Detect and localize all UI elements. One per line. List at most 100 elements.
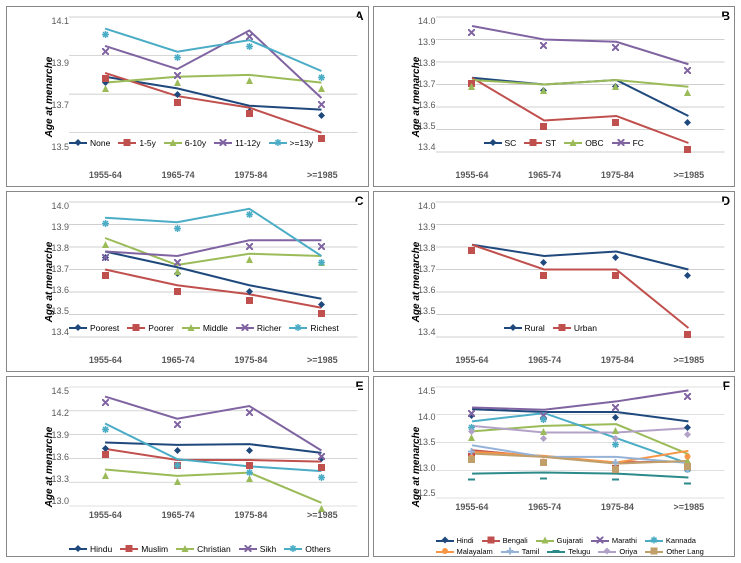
x-ticks: 1955-641965-741975-84>=1985 [69, 355, 358, 365]
legend-item: Oriya [598, 547, 637, 556]
legend-label: Christian [197, 544, 231, 554]
legend-item: Kannada [645, 536, 696, 545]
panel-D: DAge at menarche14.013.913.813.713.613.5… [373, 191, 736, 372]
legend-item: Richer [236, 323, 282, 333]
series-line [472, 26, 688, 64]
marker-x [468, 23, 475, 30]
legend-label: 11-12y [235, 138, 260, 148]
legend-label: Richest [310, 323, 338, 333]
legend-label: Poorer [148, 323, 174, 333]
legend: None 1-5y 6-10y 11-12y >=13y [69, 138, 358, 148]
marker-diamond [318, 295, 325, 302]
series-line [472, 390, 688, 409]
legend-label: Oriya [619, 547, 637, 556]
x-ticks: 1955-641965-741975-84>=1985 [436, 170, 725, 180]
marker-x [102, 393, 109, 400]
marker-star [102, 420, 109, 427]
marker-plus [468, 442, 475, 449]
legend-label: Malayalam [457, 547, 493, 556]
marker-x [684, 387, 691, 394]
series-line [472, 426, 688, 433]
legend-label: Marathi [612, 536, 637, 545]
marker-triangle [612, 421, 619, 428]
marker-x [684, 61, 691, 68]
marker-x [246, 27, 253, 34]
legend-item: Malayalam [436, 547, 493, 556]
marker-star [174, 456, 181, 463]
series-line [105, 238, 321, 265]
marker-star [102, 214, 109, 221]
marker-diamond [684, 266, 691, 273]
marker-triangle [612, 77, 619, 84]
marker-x [174, 415, 181, 422]
marker-x [612, 38, 619, 45]
marker-dash [684, 474, 691, 481]
marker-x [246, 237, 253, 244]
marker-square [684, 457, 691, 464]
marker-triangle [684, 83, 691, 90]
marker-triangle [246, 250, 253, 257]
series-line [105, 240, 321, 256]
legend-item: Rural [504, 323, 545, 333]
x-ticks: 1955-641965-741975-84>=1985 [69, 170, 358, 180]
marker-diamond [246, 441, 253, 448]
plot: 14.013.913.813.713.613.513.41955-641965-… [414, 13, 729, 166]
legend-label: Bengali [503, 536, 528, 545]
y-ticks: 14.013.913.813.713.613.513.4 [47, 202, 69, 337]
marker-triangle [468, 77, 475, 84]
legend-label: Rural [525, 323, 545, 333]
legend-label: Poorest [90, 323, 119, 333]
legend-item: Urban [553, 323, 597, 333]
marker-square [540, 453, 547, 460]
marker-x [246, 403, 253, 410]
panel-F: FAge at menarche14.514.013.513.012.51955… [373, 376, 736, 557]
series-line [472, 409, 688, 421]
marker-x [612, 398, 619, 405]
legend-item: Others [284, 544, 331, 554]
series-line [472, 472, 688, 477]
marker-square [612, 460, 619, 467]
marker-diamond [468, 422, 475, 429]
legend-item: Middle [182, 323, 228, 333]
legend-label: Kannada [666, 536, 696, 545]
legend-item: ST [524, 138, 556, 148]
marker-circle [684, 447, 691, 454]
x-ticks: 1955-641965-741975-84>=1985 [436, 502, 725, 512]
marker-square [174, 93, 181, 100]
panel-E: EAge at menarche14.514.213.913.613.313.0… [6, 376, 369, 557]
marker-square [246, 291, 253, 298]
plot: 14.113.913.713.51955-641965-741975-84>=1… [47, 13, 362, 166]
legend: Rural Urban [504, 323, 597, 333]
legend-label: Tamil [522, 547, 540, 556]
x-ticks: 1955-641965-741975-84>=1985 [69, 510, 358, 520]
marker-star [246, 37, 253, 44]
legend-item: None [69, 138, 110, 148]
marker-square [318, 129, 325, 136]
legend-item: SC [484, 138, 517, 148]
marker-triangle [102, 79, 109, 86]
legend-label: Middle [203, 323, 228, 333]
legend-item: 6-10y [164, 138, 206, 148]
plot: 14.013.913.813.713.613.513.41955-641965-… [414, 198, 729, 351]
marker-diamond [246, 282, 253, 289]
y-ticks: 14.013.913.813.713.613.513.4 [414, 202, 436, 337]
marker-star [246, 463, 253, 470]
legend-label: >=13y [290, 138, 314, 148]
legend-label: None [90, 138, 110, 148]
marker-star [318, 253, 325, 260]
marker-square [684, 325, 691, 332]
marker-square [540, 117, 547, 124]
series-line [105, 397, 321, 451]
legend-item: Telugu [547, 547, 590, 556]
legend-item: Tamil [501, 547, 540, 556]
y-ticks: 14.514.013.513.012.5 [414, 387, 436, 498]
legend-label: OBC [585, 138, 603, 148]
legend-item: 11-12y [214, 138, 260, 148]
marker-diamond [540, 253, 547, 260]
legend-label: Other Lang [666, 547, 704, 556]
series-line [472, 78, 688, 143]
marker-square [468, 241, 475, 248]
legend-item: Poorer [127, 323, 174, 333]
legend-item: 1-5y [118, 138, 156, 148]
legend: HindiBengaliGujaratiMarathiKannadaMalaya… [436, 536, 725, 556]
